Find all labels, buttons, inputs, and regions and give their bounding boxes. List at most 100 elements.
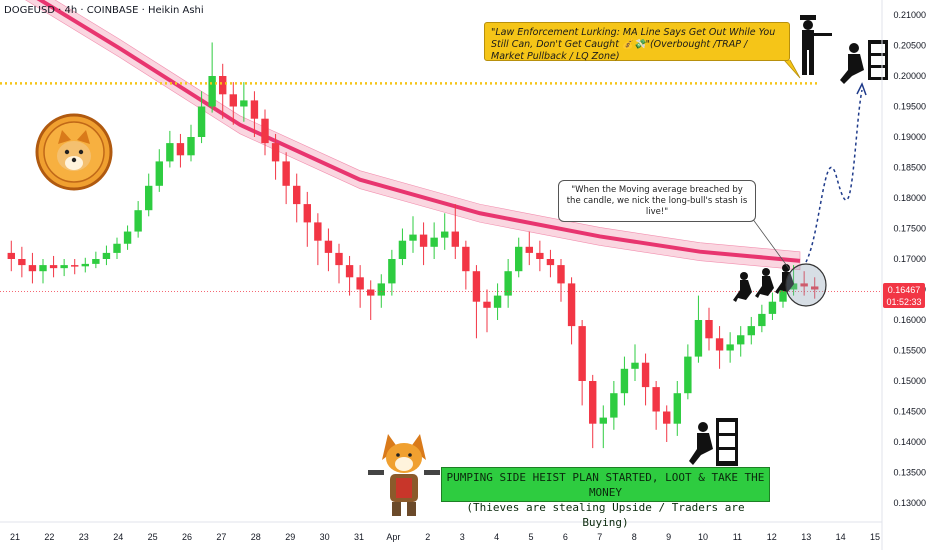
candle-body: [145, 185, 153, 211]
candle-body: [176, 143, 185, 156]
thief-icon: [689, 422, 713, 465]
x-tick-label: 31: [354, 532, 364, 542]
candle-body: [641, 362, 650, 388]
y-tick-label: 0.17000: [893, 254, 926, 264]
vault-icon: [868, 40, 888, 80]
candle-body: [293, 185, 301, 205]
x-tick-label: 14: [836, 532, 846, 542]
candle-body: [715, 338, 724, 351]
candle-body: [282, 161, 290, 186]
candle-body: [536, 252, 544, 259]
x-tick-label: 24: [113, 532, 123, 542]
candle-body: [620, 368, 629, 394]
x-tick-label: 6: [563, 532, 568, 542]
x-tick-label: 12: [767, 532, 777, 542]
candle-body: [430, 237, 438, 247]
x-tick-label: 9: [666, 532, 671, 542]
candle-body: [546, 259, 555, 266]
y-tick-label: 0.19000: [893, 132, 926, 142]
breakout-highlight: [785, 263, 827, 307]
candle-body: [747, 326, 755, 336]
candle-body: [652, 387, 660, 412]
y-tick-label: 0.21000: [893, 10, 926, 20]
candle-body: [219, 76, 227, 95]
candle-body: [303, 204, 311, 223]
x-tick-label: 10: [698, 532, 708, 542]
candle-body: [705, 320, 713, 339]
y-tick-label: 0.13000: [893, 498, 926, 508]
thief-icon: [733, 264, 794, 302]
candle-body: [525, 246, 533, 253]
candle-body: [81, 263, 89, 267]
candle-body: [261, 118, 269, 144]
candle-body: [726, 344, 734, 351]
candle-body: [462, 246, 470, 272]
candle-body: [610, 393, 618, 418]
vault-icon: [716, 418, 738, 466]
x-tick-label: 15: [870, 532, 880, 542]
y-tick-label: 0.15500: [893, 346, 926, 356]
candle-body: [694, 320, 703, 357]
candle-body: [60, 265, 68, 269]
x-tick-label: 5: [528, 532, 533, 542]
candle-body: [684, 356, 692, 394]
candle-body: [398, 240, 407, 259]
candle-body: [123, 231, 132, 244]
x-tick-label: 7: [597, 532, 602, 542]
x-tick-label: 25: [148, 532, 158, 542]
candle-body: [472, 271, 481, 302]
x-tick-label: 27: [216, 532, 226, 542]
plan-line2: (Thieves are stealing Upside / Traders a…: [466, 501, 745, 529]
candle-body: [367, 289, 375, 296]
candle-body: [409, 234, 417, 241]
chart-title: DOGEUSD · 4h · COINBASE · Heikin Ashi: [4, 5, 204, 16]
y-tick-label: 0.17500: [893, 224, 926, 234]
candle-body: [768, 301, 777, 314]
candle-body: [493, 295, 502, 308]
candle-body: [324, 240, 333, 253]
candle-body: [800, 283, 808, 287]
candle-body: [208, 76, 216, 107]
candle-body: [92, 259, 100, 264]
candle-body: [18, 259, 26, 266]
candle-body: [504, 271, 512, 296]
thief-icon: [840, 43, 864, 84]
x-tick-label: 21: [10, 532, 20, 542]
y-tick-label: 0.20500: [893, 41, 926, 51]
x-tick-label: 4: [494, 532, 499, 542]
candle-body: [737, 335, 745, 345]
shiba-coin-icon: [35, 113, 113, 191]
x-tick-label: 26: [182, 532, 192, 542]
candle-series: [7, 42, 819, 449]
x-tick-label: 30: [320, 532, 330, 542]
shiba-cowboy-icon: [368, 434, 440, 516]
x-tick-label: 13: [801, 532, 811, 542]
candle-body: [314, 222, 322, 241]
x-tick-label: 2: [425, 532, 430, 542]
candle-body: [599, 417, 607, 424]
candle-body: [483, 301, 491, 308]
y-tick-label: 0.15000: [893, 376, 926, 386]
candle-body: [197, 106, 206, 137]
candle-body: [187, 137, 195, 156]
candle-body: [631, 362, 639, 369]
last-price-value: 0.16467: [887, 285, 921, 295]
candle-body: [28, 265, 37, 272]
x-tick-label: 22: [44, 532, 54, 542]
y-axis: 0.21000 0.20500 0.20000 0.19500 0.19000 0.185…: [893, 10, 926, 508]
candle-body: [102, 252, 111, 259]
candle-body: [166, 143, 174, 162]
candle-body: [451, 231, 459, 247]
y-tick-label: 0.14500: [893, 407, 926, 417]
x-tick-label: 11: [733, 532, 742, 542]
plan-line1: PUMPING SIDE HEIST PLAN STARTED, LOOT & …: [446, 471, 765, 499]
candle-body: [250, 100, 259, 119]
candle-body: [758, 313, 766, 327]
police-icon: [800, 15, 832, 75]
candle-body: [589, 381, 597, 424]
callout-top: "Law Enforcement Lurking: MA Line Says G…: [484, 22, 790, 62]
y-tick-label: 0.20000: [893, 71, 926, 81]
candle-body: [39, 265, 47, 272]
y-tick-label: 0.19500: [893, 102, 926, 112]
